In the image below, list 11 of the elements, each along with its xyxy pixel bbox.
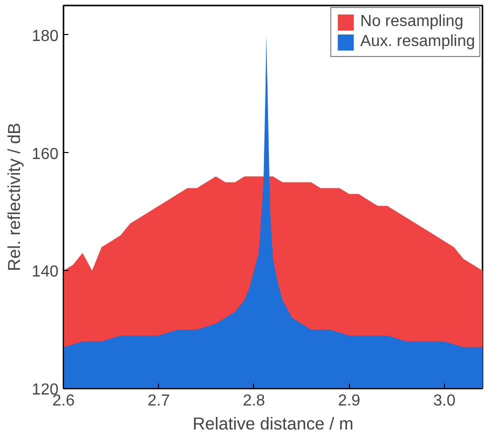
legend-label: No resampling [360,13,464,31]
legend-label: Aux. resampling [360,33,475,51]
x-axis-title: Relative distance / m [192,414,354,434]
y-tick-label: 160 [32,146,59,163]
x-tick-label: 2.7 [148,392,170,410]
y-axis-title: Rel. reflectivity / dB [4,122,24,272]
y-tick-label: 180 [32,28,59,45]
x-tick-label: 2.8 [242,392,266,410]
x-tick-label: 2.9 [338,392,360,410]
x-tick-label: 3.0 [433,392,456,410]
y-tick-label: 140 [32,264,59,281]
